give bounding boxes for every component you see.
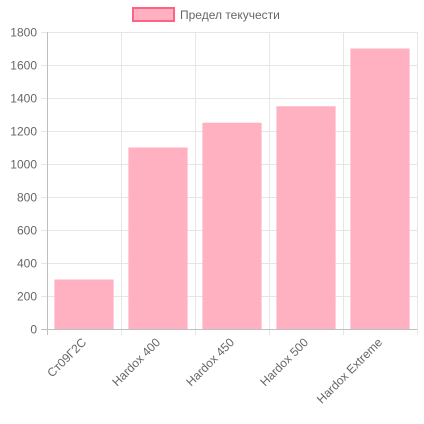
bar[interactable]	[202, 122, 262, 329]
y-tick-label: 600	[17, 224, 37, 238]
x-tick-label: Hardox 500	[257, 335, 311, 389]
x-tick-label: Hardox 400	[109, 335, 163, 389]
bar[interactable]	[128, 147, 188, 330]
bars	[54, 48, 410, 330]
y-tick-label: 1600	[10, 59, 37, 73]
x-tick-label: Ст09Г2С	[44, 335, 89, 380]
y-tick-label: 1200	[10, 125, 37, 139]
x-axis-tick-labels: Ст09Г2С Hardox 400 Hardox 450 Hardox 500 Har…	[44, 335, 385, 406]
legend[interactable]: Предел текучести	[132, 7, 280, 22]
bar[interactable]	[350, 48, 410, 330]
y-tick-label: 1400	[10, 92, 37, 106]
legend-swatch[interactable]	[132, 7, 175, 22]
x-tick-label: Hardox Extreme	[314, 335, 385, 406]
y-tick-label: 0	[30, 323, 37, 337]
x-tick-label: Hardox 450	[183, 335, 237, 389]
axes	[47, 32, 417, 330]
y-tick-label: 1000	[10, 158, 37, 172]
y-tick-label: 200	[17, 290, 37, 304]
y-tick-label: 800	[17, 191, 37, 205]
legend-label[interactable]: Предел текучести	[180, 8, 280, 22]
bar[interactable]	[54, 279, 114, 330]
bar[interactable]	[276, 106, 336, 329]
y-axis-tick-labels: 0 200 400 600 800 1000 1200 1400 1600 1800	[10, 26, 37, 337]
y-tick-label: 400	[17, 257, 37, 271]
y-tick-label: 1800	[10, 26, 37, 40]
